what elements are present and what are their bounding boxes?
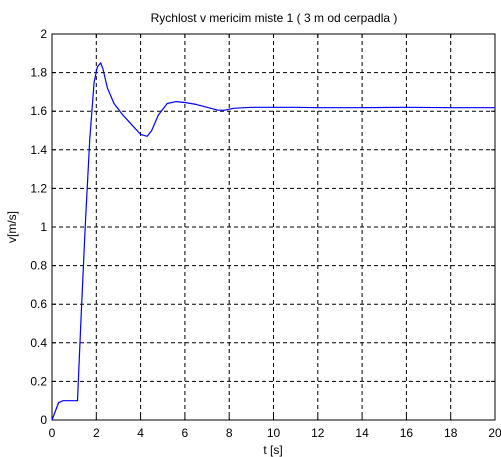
- y-tick-label: 0.2: [30, 374, 47, 388]
- x-tick-label: 6: [182, 426, 189, 440]
- y-axis-label: v[m/s]: [5, 211, 19, 243]
- y-axis-ticks: 0 0.2 0.4 0.6 0.8 1 1.2 1.4 1.6 1.8 2: [30, 27, 495, 427]
- series-line-0: [51, 62, 495, 421]
- x-tick-label: 2: [93, 426, 100, 440]
- x-tick-label: 20: [488, 426, 501, 440]
- y-tick-label: 0.8: [30, 259, 47, 273]
- x-tick-label: 12: [311, 426, 325, 440]
- grid: [52, 34, 495, 420]
- y-tick-label: 1.6: [30, 104, 47, 118]
- series-group: [51, 62, 495, 421]
- x-tick-label: 16: [400, 426, 414, 440]
- x-tick-label: 8: [226, 426, 233, 440]
- x-tick-label: 0: [49, 426, 56, 440]
- y-tick-label: 1: [40, 220, 47, 234]
- y-tick-label: 0.6: [30, 297, 47, 311]
- chart-title: Rychlost v mericim miste 1 ( 3 m od cerp…: [151, 11, 398, 25]
- x-axis-label: t [s]: [263, 443, 282, 457]
- y-tick-label: 2: [40, 27, 47, 41]
- y-tick-label: 0.4: [30, 336, 47, 350]
- x-tick-label: 4: [137, 426, 144, 440]
- x-tick-label: 14: [355, 426, 369, 440]
- y-tick-label: 1.4: [30, 143, 47, 157]
- y-tick-label: 0: [40, 413, 47, 427]
- y-tick-label: 1.2: [30, 181, 47, 195]
- x-tick-label: 10: [267, 426, 281, 440]
- x-tick-label: 18: [444, 426, 458, 440]
- y-tick-label: 1.8: [30, 66, 47, 80]
- x-axis-ticks: 0 2 4 6 8 10 12 14 16 18 20: [49, 34, 501, 440]
